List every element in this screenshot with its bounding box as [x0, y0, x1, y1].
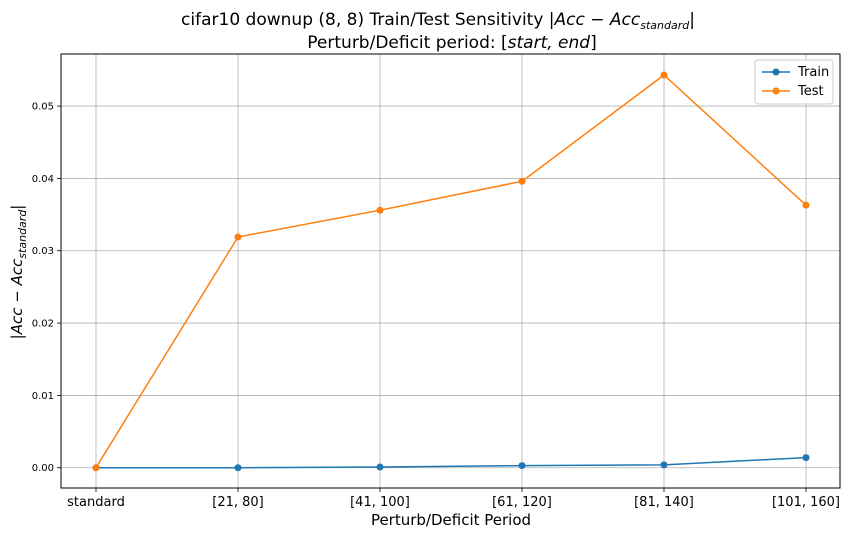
y-tick-layer: 0.00 0.01 0.02 0.03 0.04 0.05: [32, 102, 61, 474]
x-tick-label: [61, 120]: [492, 495, 552, 510]
y-tick-label: 0.01: [32, 391, 54, 402]
data-point-test: [518, 177, 526, 185]
data-point-test: [660, 71, 668, 79]
x-axis-label: Perturb/Deficit Period: [371, 511, 531, 529]
grid-layer: [61, 54, 840, 488]
y-tick-label: 0.04: [32, 174, 54, 185]
data-point-test: [802, 201, 810, 209]
plot-frame: [60, 53, 841, 489]
chart-title-line1: cifar10 downup (8, 8) Train/Test Sensiti…: [181, 10, 695, 32]
series-line-test: [95, 74, 807, 469]
series-line-train: [96, 456, 807, 469]
y-tick-label: 0.05: [32, 102, 54, 113]
x-tick-label: [21, 80]: [212, 495, 264, 510]
legend-label-train: Train: [797, 65, 829, 80]
series-layer: [92, 71, 810, 472]
legend-marker-test: [772, 87, 780, 95]
legend-label-test: Test: [797, 84, 824, 99]
x-tick-label: [101, 160]: [772, 495, 840, 510]
y-tick-label: 0.02: [32, 319, 54, 330]
data-point-train: [376, 463, 384, 471]
data-point-test: [376, 206, 384, 214]
x-tick-label: [81, 140]: [634, 495, 694, 510]
legend-marker-train: [772, 68, 780, 76]
data-point-train: [518, 462, 526, 470]
y-tick-label: 0.03: [32, 246, 54, 257]
data-point-test: [234, 233, 242, 241]
legend: Train Test: [754, 59, 834, 105]
data-point-train: [234, 464, 242, 472]
data-point-test: [92, 464, 100, 472]
chart-title-line2: Perturb/Deficit period: [start, end]: [307, 33, 596, 53]
y-tick-label: 0.00: [32, 463, 54, 474]
y-axis-label: |Acc − Accstandard|: [8, 205, 29, 340]
x-tick-label: [41, 100]: [350, 495, 410, 510]
data-point-train: [660, 461, 668, 469]
x-tick-label: standard: [67, 495, 125, 510]
x-tick-layer: standard [21, 80] [41, 100] [61, 120] [81, 1…: [67, 488, 840, 510]
data-point-train: [802, 454, 810, 462]
